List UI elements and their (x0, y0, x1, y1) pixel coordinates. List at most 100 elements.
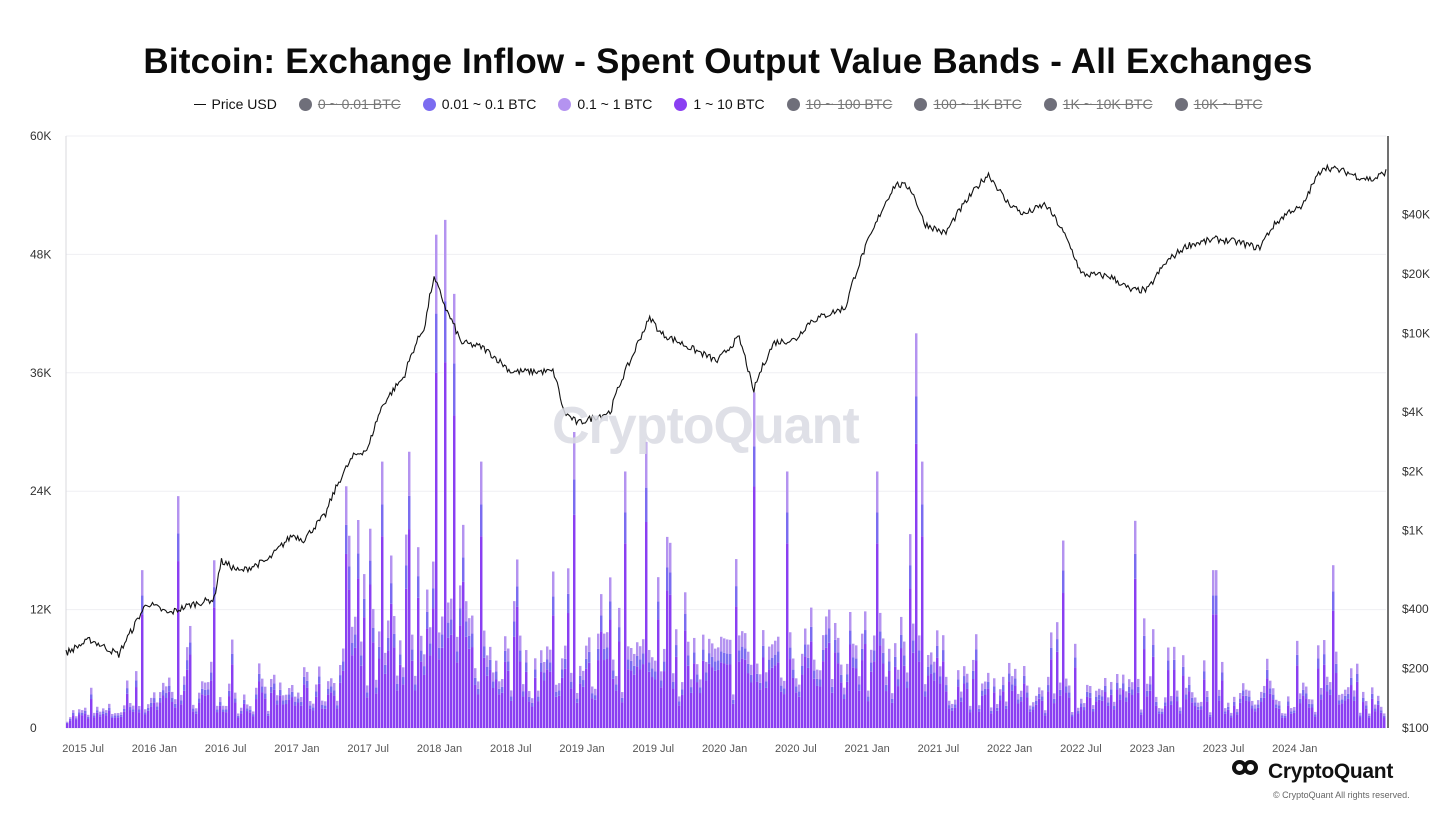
inflow-bar (342, 648, 345, 662)
inflow-bar (378, 646, 381, 659)
inflow-bar (732, 699, 735, 704)
inflow-bar (1188, 676, 1191, 685)
inflow-bar (945, 676, 948, 686)
inflow-bar (1359, 712, 1362, 716)
inflow-bar (1338, 700, 1341, 705)
inflow-bar (264, 698, 267, 728)
inflow-bar (588, 637, 591, 652)
inflow-bar (423, 654, 426, 667)
inflow-bar (1074, 657, 1077, 668)
inflow-bar (1251, 708, 1254, 728)
inflow-bar (714, 661, 717, 671)
inflow-bar (930, 664, 933, 674)
inflow-bar (1032, 702, 1035, 707)
inflow-bar (1101, 696, 1104, 701)
inflow-bar (717, 660, 720, 670)
inflow-bar (270, 692, 273, 728)
inflow-bar (414, 690, 417, 728)
inflow-bar (834, 622, 837, 640)
inflow-bar (717, 669, 720, 728)
inflow-bar (225, 712, 228, 728)
inflow-bar (1332, 610, 1335, 728)
inflow-bar (774, 640, 777, 655)
inflow-bar (561, 669, 564, 678)
inflow-bar (1347, 687, 1350, 694)
legend-item-0[interactable]: Price USD (193, 96, 277, 112)
inflow-bar (1149, 676, 1152, 685)
inflow-bar (375, 679, 378, 688)
inflow-bar (1341, 703, 1344, 728)
inflow-bar (579, 675, 582, 684)
inflow-bar (306, 687, 309, 728)
inflow-bar (1374, 711, 1377, 728)
inflow-bar (291, 691, 294, 698)
inflow-bar (87, 714, 90, 717)
inflow-bar (558, 695, 561, 728)
inflow-bar (231, 653, 234, 665)
inflow-bar (1179, 710, 1182, 714)
inflow-bar (1176, 690, 1179, 697)
inflow-bar (495, 671, 498, 680)
inflow-bar (795, 678, 798, 687)
inflow-bar (987, 672, 990, 682)
inflow-bar (204, 695, 207, 728)
inflow-bar (1263, 697, 1266, 728)
inflow-bar (648, 649, 651, 663)
inflow-bar (1212, 595, 1215, 615)
inflow-bar (1320, 694, 1323, 700)
inflow-bar (228, 683, 231, 691)
inflow-bar (720, 662, 723, 728)
inflow-bar (759, 682, 762, 690)
inflow-bar (234, 702, 237, 728)
inflow-bar (363, 598, 366, 618)
legend-item-8[interactable]: 10K ~ BTC (1174, 96, 1262, 112)
legend-dot-icon (914, 97, 928, 111)
inflow-bar (198, 692, 201, 699)
inflow-bar (279, 689, 282, 696)
inflow-bar (609, 619, 612, 728)
inflow-bar (870, 662, 873, 672)
inflow-bar (702, 634, 705, 650)
inflow-bar (1188, 691, 1191, 728)
inflow-bar (627, 669, 630, 728)
inflow-bar (255, 694, 258, 700)
y-left-tick-label: 60K (30, 129, 51, 143)
inflow-bar (858, 684, 861, 691)
legend-item-1[interactable]: 0 ~ 0.01 BTC (298, 96, 401, 112)
inflow-bar (789, 647, 792, 660)
legend-item-6[interactable]: 100 ~ 1K BTC (914, 96, 1022, 112)
brand-logo[interactable]: CryptoQuant (1232, 760, 1393, 784)
inflow-bar (1029, 709, 1032, 712)
inflow-bar (921, 504, 924, 537)
legend-item-3[interactable]: 0.1 ~ 1 BTC (558, 96, 652, 112)
inflow-bar (918, 635, 921, 651)
legend-item-7[interactable]: 1K ~ 10K BTC (1043, 96, 1153, 112)
inflow-bar (1158, 708, 1161, 712)
chart-title: Bitcoin: Exchange Inflow - Spent Output … (143, 42, 1313, 81)
legend-item-2[interactable]: 0.01 ~ 0.1 BTC (422, 96, 536, 112)
inflow-bar (1008, 662, 1011, 674)
inflow-bar (1200, 706, 1203, 710)
legend-item-5[interactable]: 10 ~ 100 BTC (786, 96, 892, 112)
inflow-bar (900, 634, 903, 649)
inflow-bar (354, 616, 357, 635)
inflow-bar (1011, 684, 1014, 691)
inflow-bar (441, 616, 444, 635)
inflow-bar (480, 461, 483, 505)
legend-dot-icon (674, 97, 688, 111)
inflow-bar (345, 553, 348, 728)
legend-item-4[interactable]: 1 ~ 10 BTC (674, 96, 765, 112)
inflow-bar (981, 683, 984, 691)
inflow-bar (1149, 690, 1152, 728)
inflow-bar (153, 702, 156, 728)
inflow-bar (195, 711, 198, 714)
inflow-bar (294, 696, 297, 702)
inflow-bar (1293, 706, 1296, 711)
inflow-bar (945, 685, 948, 692)
inflow-bar (750, 664, 753, 675)
inflow-bar (708, 663, 711, 728)
inflow-bar (204, 689, 207, 696)
inflow-bar (633, 653, 636, 666)
inflow-bar (858, 690, 861, 728)
inflow-bar (987, 681, 990, 689)
